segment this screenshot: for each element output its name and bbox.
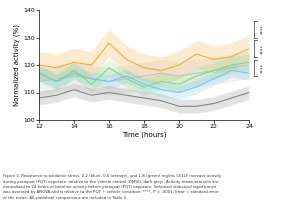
Text: ****: **** xyxy=(260,44,266,53)
Y-axis label: Normalized activity (%): Normalized activity (%) xyxy=(14,24,20,106)
Text: ****: **** xyxy=(260,63,266,73)
Text: ****: **** xyxy=(260,24,266,34)
X-axis label: Time (hours): Time (hours) xyxy=(122,132,166,138)
Text: Figure 3. Resistance to oxidative stress. 0.2 (blue), 0.6 (orange), and 1.8 (gre: Figure 3. Resistance to oxidative stress… xyxy=(3,174,221,200)
